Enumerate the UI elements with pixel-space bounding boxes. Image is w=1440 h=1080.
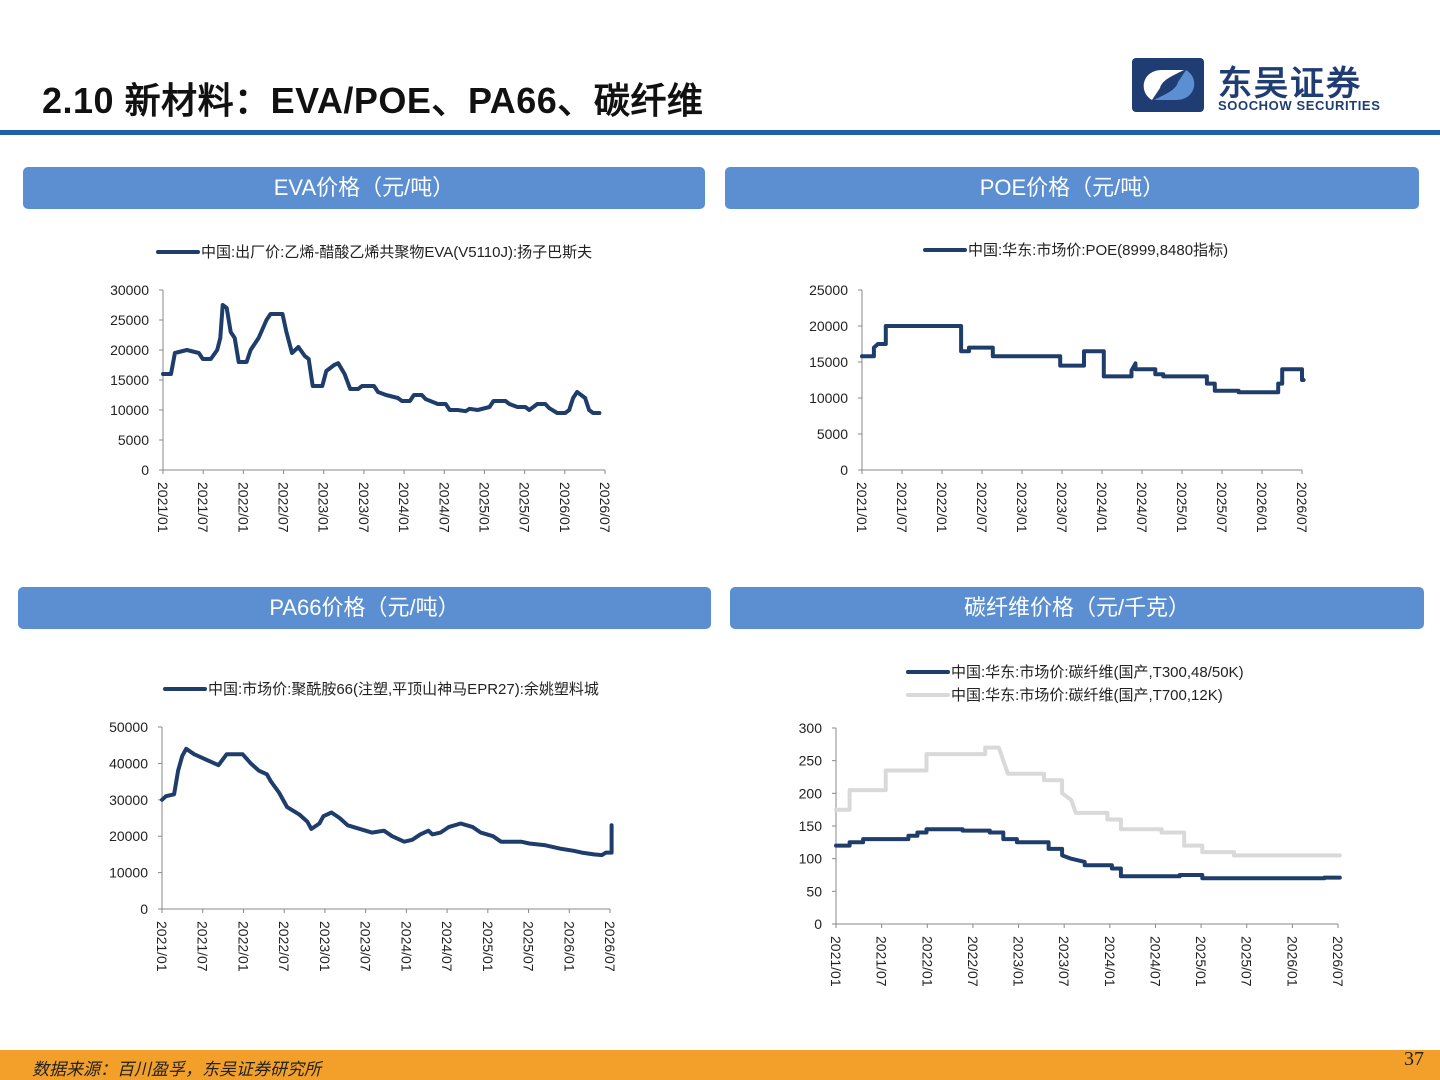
x-tick-label: 2026/01 xyxy=(561,921,577,972)
x-tick-label: 2023/01 xyxy=(317,921,333,972)
footer-bar xyxy=(0,1050,1440,1080)
logo-chinese-name: 东吴证券 xyxy=(1218,65,1362,103)
x-tick-label: 2024/01 xyxy=(1094,482,1110,533)
x-tick-label: 2025/01 xyxy=(1174,482,1190,533)
x-tick-label: 2023/07 xyxy=(356,482,372,533)
slide-title: 2.10 新材料：EVA/POE、PA66、碳纤维 xyxy=(42,80,704,121)
series-line xyxy=(834,745,1342,858)
data-source: 数据来源：百川盈孚，东吴证券研究所 xyxy=(32,1060,321,1079)
legend-label: 中国:华东:市场价:碳纤维(国产,T300,48/50K) xyxy=(951,664,1244,681)
x-tick-label: 2025/07 xyxy=(1214,482,1230,533)
y-tick-label: 20000 xyxy=(109,828,148,844)
x-tick-label: 2024/07 xyxy=(1134,482,1150,533)
x-tick-label: 2022/07 xyxy=(276,482,292,533)
series-line xyxy=(160,746,614,858)
series-line xyxy=(161,303,602,415)
legend-label: 中国:华东:市场价:POE(8999,8480指标) xyxy=(968,242,1228,259)
x-tick-label: 2021/07 xyxy=(874,936,890,987)
y-tick-label: 30000 xyxy=(109,792,148,808)
logo-english-name: SOOCHOW SECURITIES xyxy=(1218,98,1381,113)
y-tick-label: 10000 xyxy=(109,865,148,881)
title-rule xyxy=(0,130,1440,135)
x-tick-label: 2024/01 xyxy=(1102,936,1118,987)
x-tick-label: 2021/01 xyxy=(854,482,870,533)
x-tick-label: 2022/01 xyxy=(235,482,251,533)
x-tick-label: 2022/01 xyxy=(235,921,251,972)
y-tick-label: 0 xyxy=(814,916,822,932)
legend-label: 中国:出厂价:乙烯-醋酸乙烯共聚物EVA(V5110J):扬子巴斯夫 xyxy=(201,244,592,261)
x-tick-label: 2025/01 xyxy=(1193,936,1209,987)
x-tick-label: 2026/01 xyxy=(557,482,573,533)
x-tick-label: 2026/01 xyxy=(1254,482,1270,533)
panel-header-eva: EVA价格（元/吨） xyxy=(23,167,705,209)
x-tick-label: 2024/01 xyxy=(396,482,412,533)
x-tick-label: 2021/07 xyxy=(894,482,910,533)
legend-label: 中国:市场价:聚酰胺66(注塑,平顶山神马EPR27):余姚塑料城 xyxy=(208,680,599,698)
x-tick-label: 2024/01 xyxy=(398,921,414,972)
x-tick-label: 2024/07 xyxy=(436,482,452,533)
y-tick-label: 15000 xyxy=(809,354,848,370)
x-tick-label: 2022/01 xyxy=(934,482,950,533)
x-tick-label: 2025/07 xyxy=(1239,936,1255,987)
series-line xyxy=(860,324,1306,395)
x-tick-label: 2022/01 xyxy=(919,936,935,987)
page-number: 37 xyxy=(1404,1048,1424,1070)
x-tick-label: 2022/07 xyxy=(276,921,292,972)
y-tick-label: 100 xyxy=(799,851,823,867)
company-logo: 东吴证券 SOOCHOW SECURITIES xyxy=(1132,56,1412,116)
y-tick-label: 15000 xyxy=(110,372,149,388)
x-tick-label: 2023/01 xyxy=(1011,936,1027,987)
x-tick-label: 2026/07 xyxy=(597,482,613,533)
x-tick-label: 2022/07 xyxy=(965,936,981,987)
y-tick-label: 10000 xyxy=(809,390,848,406)
x-tick-label: 2023/07 xyxy=(1056,936,1072,987)
y-tick-label: 25000 xyxy=(809,282,848,298)
y-tick-label: 300 xyxy=(799,720,823,736)
x-tick-label: 2021/01 xyxy=(155,482,171,533)
x-tick-label: 2025/07 xyxy=(517,482,533,533)
x-tick-label: 2021/07 xyxy=(195,482,211,533)
x-tick-label: 2023/07 xyxy=(1054,482,1070,533)
x-tick-label: 2026/07 xyxy=(1330,936,1346,987)
x-tick-label: 2021/01 xyxy=(828,936,844,987)
x-tick-label: 2022/07 xyxy=(974,482,990,533)
series-line xyxy=(834,827,1342,881)
x-tick-label: 2021/07 xyxy=(195,921,211,972)
x-tick-label: 2026/07 xyxy=(1294,482,1310,533)
x-tick-label: 2021/01 xyxy=(154,921,170,972)
y-tick-label: 150 xyxy=(799,818,823,834)
y-tick-label: 250 xyxy=(799,753,823,769)
y-tick-label: 0 xyxy=(141,462,149,478)
y-tick-label: 200 xyxy=(799,785,823,801)
x-tick-label: 2025/01 xyxy=(476,482,492,533)
y-tick-label: 40000 xyxy=(109,755,148,771)
x-tick-label: 2026/01 xyxy=(1284,936,1300,987)
panel-header-pa66: PA66价格（元/吨） xyxy=(18,587,711,629)
y-tick-label: 0 xyxy=(840,462,848,478)
x-tick-label: 2023/01 xyxy=(316,482,332,533)
y-tick-label: 30000 xyxy=(110,282,149,298)
legend-label: 中国:华东:市场价:碳纤维(国产,T700,12K) xyxy=(951,687,1223,704)
y-tick-label: 5000 xyxy=(817,426,848,442)
y-tick-label: 5000 xyxy=(118,432,149,448)
y-tick-label: 50 xyxy=(806,883,822,899)
y-tick-label: 20000 xyxy=(809,318,848,334)
panel-header-poe: POE价格（元/吨） xyxy=(725,167,1419,209)
x-tick-label: 2024/07 xyxy=(1147,936,1163,987)
x-tick-label: 2025/01 xyxy=(480,921,496,972)
x-tick-label: 2024/07 xyxy=(439,921,455,972)
y-tick-label: 0 xyxy=(140,901,148,917)
x-tick-label: 2025/07 xyxy=(521,921,537,972)
y-tick-label: 10000 xyxy=(110,402,149,418)
y-tick-label: 20000 xyxy=(110,342,149,358)
y-tick-label: 50000 xyxy=(109,719,148,735)
x-tick-label: 2023/07 xyxy=(358,921,374,972)
x-tick-label: 2026/07 xyxy=(602,921,618,972)
x-tick-label: 2023/01 xyxy=(1014,482,1030,533)
logo-mark-icon xyxy=(1132,58,1204,112)
y-tick-label: 25000 xyxy=(110,312,149,328)
panel-header-carbon-fiber: 碳纤维价格（元/千克） xyxy=(730,587,1424,629)
